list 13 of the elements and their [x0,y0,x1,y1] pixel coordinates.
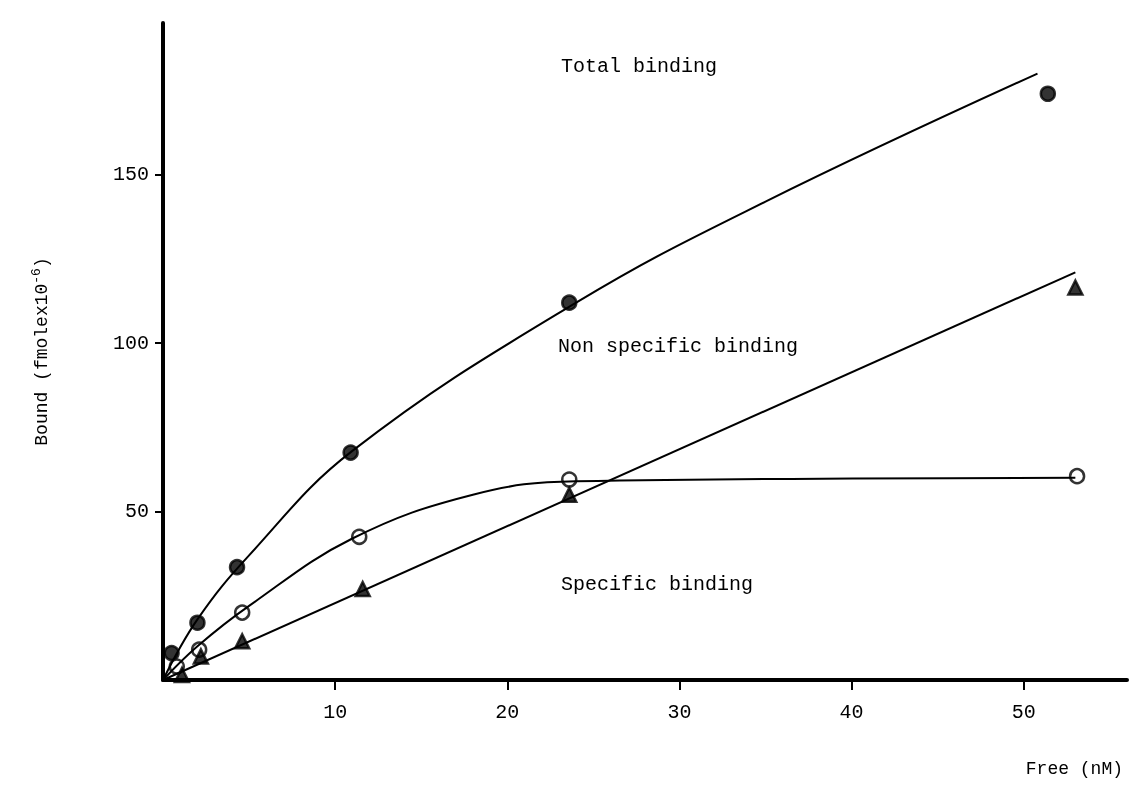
y-axis-title: Bound (fmolex10-6) [29,257,52,446]
y-tick-label: 150 [112,163,149,187]
annotation: Specific binding [561,572,754,596]
y-tick-label: 100 [112,331,149,355]
x-tick-label: 40 [839,700,864,724]
x-tick-label: 10 [323,700,348,724]
annotation: Total binding [561,54,718,78]
annotation: Non specific binding [558,334,799,358]
x-axis-title: Free (nM) [1025,759,1123,779]
x-tick-label: 30 [667,700,692,724]
y-tick-label: 50 [124,500,149,524]
x-tick-label: 20 [495,700,520,724]
x-tick-label: 50 [1011,700,1036,724]
